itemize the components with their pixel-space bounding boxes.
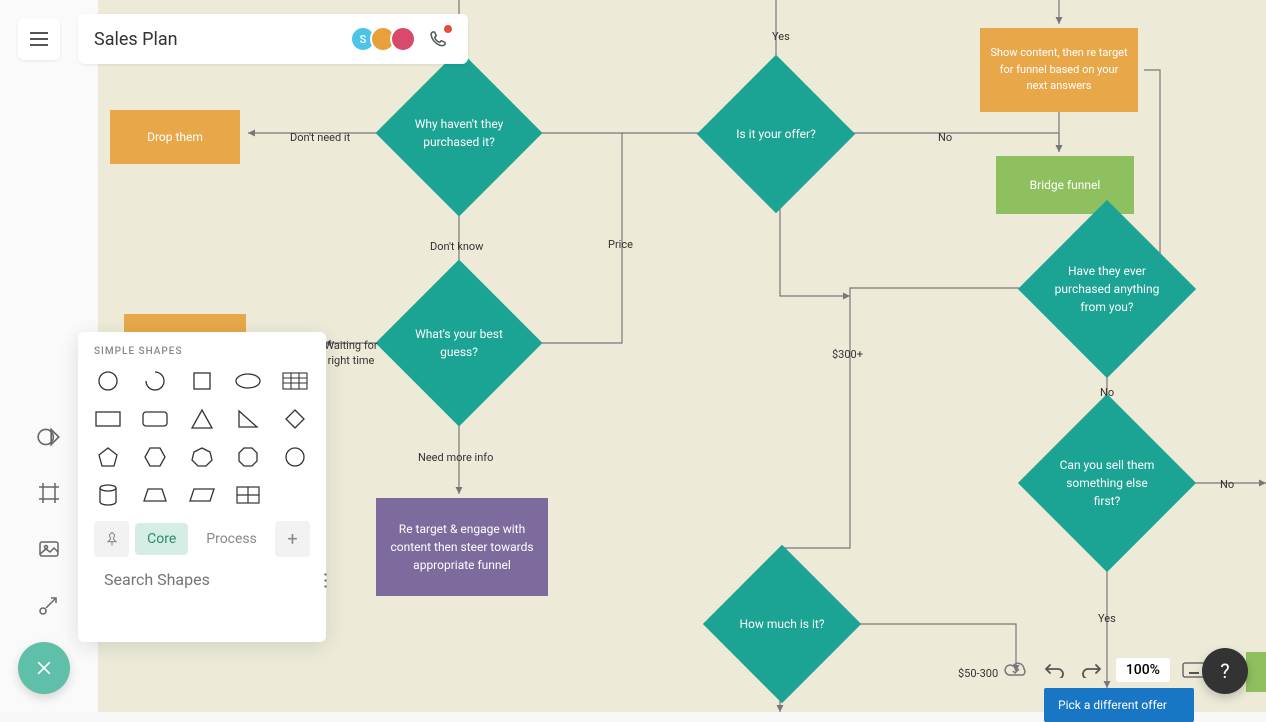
edge-label: Don't need it xyxy=(290,131,350,144)
call-icon[interactable] xyxy=(424,25,452,53)
node-whats-guess[interactable]: What's your best guess? xyxy=(376,260,543,427)
node-sell-else[interactable]: Can you sell them something else first? xyxy=(1018,394,1196,572)
node-label: Bridge funnel xyxy=(1030,176,1101,194)
node-is-offer[interactable]: Is it your offer? xyxy=(697,55,855,213)
edge-label: $50-300 xyxy=(958,667,998,680)
node-label: Drop them xyxy=(147,128,203,146)
shape-pentagon-icon[interactable] xyxy=(94,445,122,469)
shape-rect-icon[interactable] xyxy=(94,407,122,431)
shape-empty xyxy=(281,483,309,507)
undo-icon[interactable] xyxy=(1040,656,1068,684)
shape-search: ⋯ xyxy=(94,569,310,590)
node-label: Have they ever purchased anything from y… xyxy=(1052,262,1162,316)
panel-title: SIMPLE SHAPES xyxy=(94,346,310,357)
more-icon[interactable]: ⋯ xyxy=(315,572,336,588)
edge-label: Yes xyxy=(1098,612,1116,625)
tab-process[interactable]: Process xyxy=(194,523,269,555)
shape-roundrect-icon[interactable] xyxy=(141,407,169,431)
notification-dot-icon xyxy=(444,25,452,33)
shape-octagon-icon[interactable] xyxy=(234,445,262,469)
shape-hexagon-icon[interactable] xyxy=(141,445,169,469)
node-label: Is it your offer? xyxy=(728,125,824,143)
shape-trapezoid-icon[interactable] xyxy=(141,483,169,507)
edge-label: Don't know xyxy=(430,240,483,253)
title-bar: Sales Plan S xyxy=(78,14,468,64)
close-fab[interactable] xyxy=(18,642,70,694)
edge-label: No xyxy=(1220,478,1234,491)
avatar[interactable] xyxy=(390,26,416,52)
shape-grid-icon[interactable] xyxy=(234,483,262,507)
node-purchased-anything[interactable]: Have they ever purchased anything from y… xyxy=(1018,200,1196,378)
help-fab[interactable]: ? xyxy=(1202,648,1248,694)
node-label: Why haven't they purchased it? xyxy=(408,115,510,151)
shape-grid xyxy=(94,369,310,507)
zoom-level[interactable]: 100% xyxy=(1116,658,1170,682)
shape-table-icon[interactable] xyxy=(281,369,309,393)
shape-circle-icon[interactable] xyxy=(94,369,122,393)
node-label: Can you sell them something else first? xyxy=(1052,456,1162,510)
image-tool-icon[interactable] xyxy=(26,526,72,572)
edge-label: Price xyxy=(608,238,633,251)
node-drop-them[interactable]: Drop them xyxy=(110,110,240,164)
shape-right-triangle-icon[interactable] xyxy=(234,407,262,431)
document-title[interactable]: Sales Plan xyxy=(94,29,178,50)
menu-button[interactable] xyxy=(18,18,60,60)
shapes-panel: SIMPLE SHAPES Core Process + xyxy=(78,332,326,642)
shapes-tool-icon[interactable] xyxy=(26,414,72,460)
connector-tool-icon[interactable] xyxy=(26,582,72,628)
node-label: Re target & engage with content then ste… xyxy=(384,520,540,574)
add-tab-button[interactable]: + xyxy=(275,521,310,557)
search-input[interactable] xyxy=(104,570,307,589)
shape-arc-icon[interactable] xyxy=(141,369,169,393)
edge-label: Yes xyxy=(772,30,790,43)
node-label: Pick a different offer xyxy=(1058,698,1167,712)
node-label: What's your best guess? xyxy=(408,325,510,361)
shape-nonagon-icon[interactable] xyxy=(281,445,309,469)
node-retarget-engage[interactable]: Re target & engage with content then ste… xyxy=(376,498,548,596)
shape-tabs: Core Process + xyxy=(94,521,310,557)
edge-label: No xyxy=(938,131,952,144)
node-why-havent[interactable]: Why haven't they purchased it? xyxy=(376,50,543,217)
edge-label: No xyxy=(1100,386,1114,399)
edge-label: $300+ xyxy=(832,348,863,361)
redo-icon[interactable] xyxy=(1078,656,1106,684)
node-label: Show content, then re target for funnel … xyxy=(988,45,1130,95)
node-label: How much is it? xyxy=(734,615,830,633)
node-show-content[interactable]: Show content, then re target for funnel … xyxy=(980,28,1138,112)
frame-tool-icon[interactable] xyxy=(26,470,72,516)
view-controls: 100% xyxy=(1002,656,1208,684)
pin-icon[interactable] xyxy=(94,521,129,557)
edge-label: Waiting for right time xyxy=(322,338,380,369)
collaborator-avatars: S xyxy=(356,25,452,53)
shape-parallelogram-icon[interactable] xyxy=(188,483,216,507)
edge-label: Need more info xyxy=(418,451,493,464)
tab-core[interactable]: Core xyxy=(135,523,188,555)
node-we[interactable]: We xyxy=(1246,652,1266,692)
shape-ellipse-icon[interactable] xyxy=(234,369,262,393)
shape-cylinder-icon[interactable] xyxy=(94,483,122,507)
shape-square-icon[interactable] xyxy=(188,369,216,393)
shape-triangle-icon[interactable] xyxy=(188,407,216,431)
node-how-much[interactable]: How much is it? xyxy=(703,545,861,703)
node-pick-offer[interactable]: Pick a different offer xyxy=(1044,688,1194,722)
shape-diamond-icon[interactable] xyxy=(281,407,309,431)
shape-heptagon-icon[interactable] xyxy=(188,445,216,469)
sync-icon[interactable] xyxy=(1002,656,1030,684)
